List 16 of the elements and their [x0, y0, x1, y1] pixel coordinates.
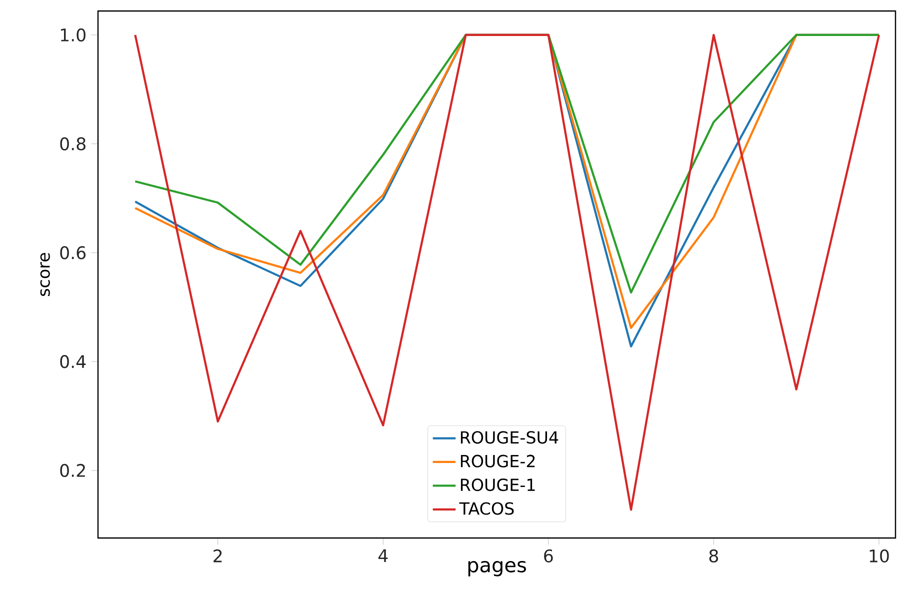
y-axis-title: score: [40, 252, 50, 296]
x-tick-label: 4: [378, 549, 388, 562]
legend-label: ROUGE-1: [460, 478, 535, 492]
y-tick-label: 0.8: [60, 137, 86, 150]
y-tick-label: 0.6: [60, 246, 86, 260]
x-tick-label: 2: [214, 549, 222, 562]
legend-label: ROUGE-2: [460, 454, 535, 468]
x-tick-label: 6: [544, 549, 553, 562]
x-axis-title: pages: [468, 560, 526, 576]
legend-label: TACOS: [459, 502, 514, 515]
y-tick-label: 0.4: [60, 355, 86, 368]
y-tick-label: 1.0: [60, 28, 86, 42]
x-tick-label: 10: [870, 549, 889, 562]
x-tick-label: 8: [709, 549, 718, 562]
legend-label: ROUGE-SU4: [460, 431, 558, 444]
y-tick-label: 0.2: [60, 464, 85, 478]
